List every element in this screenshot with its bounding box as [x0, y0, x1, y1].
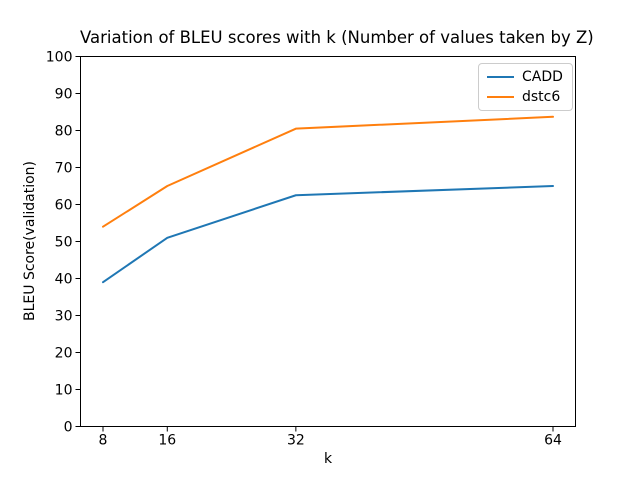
y-tick-label: 0 [64, 420, 73, 436]
series-line-dstc6 [102, 115, 554, 228]
y-tick-label: 90 [55, 87, 73, 103]
y-tick-label: 100 [46, 50, 73, 66]
y-tick-label: 30 [55, 309, 73, 325]
legend-entry: CADD [487, 69, 563, 85]
x-axis-label: k [323, 451, 333, 467]
legend-label: CADD [522, 69, 563, 85]
legend-line-swatch [487, 96, 514, 98]
legend: CADD dstc6 [478, 63, 573, 111]
legend-entry: dstc6 [487, 89, 563, 105]
legend-label: dstc6 [522, 89, 561, 105]
y-tick-label: 70 [55, 161, 73, 177]
axes-spines [80, 56, 576, 427]
x-tick-label: 32 [287, 433, 305, 449]
chart-title: Variation of BLEU scores with k (Number … [80, 28, 594, 47]
x-tick-label: 64 [544, 433, 562, 449]
legend-line-swatch [487, 76, 514, 78]
x-tick-label: 16 [158, 433, 176, 449]
y-tick-label: 50 [55, 235, 73, 251]
y-tick-label: 60 [55, 198, 73, 214]
y-tick-label: 20 [55, 346, 73, 362]
series-line-CADD [102, 185, 554, 284]
y-tick-label: 10 [55, 383, 73, 399]
y-tick-label: 40 [55, 272, 73, 288]
y-tick-label: 80 [55, 124, 73, 140]
x-tick-label: 8 [99, 433, 108, 449]
